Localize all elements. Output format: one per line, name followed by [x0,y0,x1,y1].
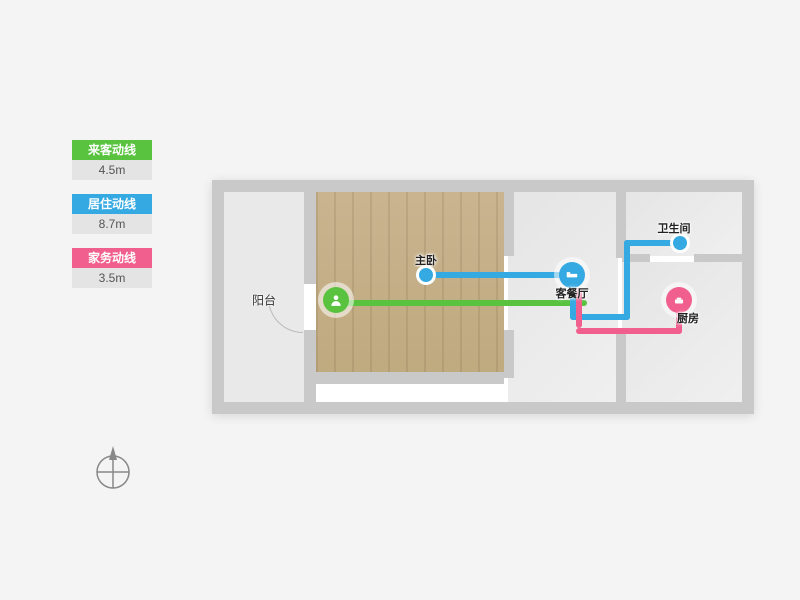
path-living [624,240,630,320]
wall [212,402,754,414]
wall [504,192,514,256]
wall [742,180,754,414]
wall [304,192,316,284]
wall [212,180,224,414]
legend-item-living: 居住动线 8.7m [72,194,152,234]
compass-icon [85,440,141,496]
wall [304,330,316,402]
legend-label: 家务动线 [72,248,152,268]
legend-value: 3.5m [72,268,152,288]
wall [694,254,742,262]
legend-item-chore: 家务动线 3.5m [72,248,152,288]
legend-label: 来客动线 [72,140,152,160]
wall [212,180,754,192]
node-label-bath: 卫生间 [658,220,691,236]
legend: 来客动线 4.5m 居住动线 8.7m 家务动线 3.5m [72,140,152,302]
floor-plan: 主卧客餐厅 卫生间厨房 阳台 [212,180,754,414]
node-label-bedroom: 主卧 [415,252,437,268]
wall [316,372,504,384]
path-living [624,240,680,246]
wall [504,330,514,378]
node-bath [673,236,687,250]
stage: 来客动线 4.5m 居住动线 8.7m 家务动线 3.5m 主卧客餐厅 卫生间厨房… [0,0,800,600]
wall [616,330,626,402]
room-label-balcony: 阳台 [252,292,276,309]
node-label-kitchen: 厨房 [677,310,699,326]
legend-value: 4.5m [72,160,152,180]
path-living [424,272,576,278]
legend-value: 8.7m [72,214,152,234]
room-bedroom [316,192,504,378]
path-chore [576,328,682,334]
path-guest [332,300,587,306]
legend-label: 居住动线 [72,194,152,214]
node-entry [323,287,349,313]
legend-item-guest: 来客动线 4.5m [72,140,152,180]
node-bedroom [419,268,433,282]
node-label-living: 客餐厅 [556,285,589,301]
